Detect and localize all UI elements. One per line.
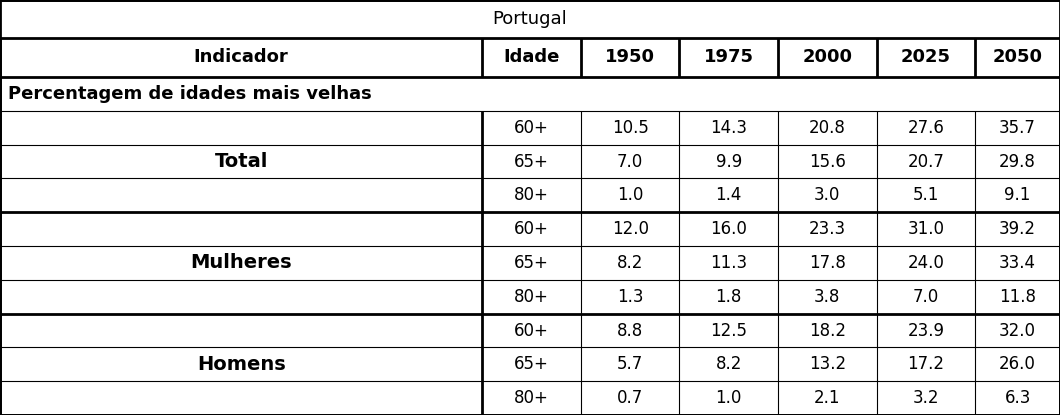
Text: 15.6: 15.6 (809, 153, 846, 171)
Text: 1.0: 1.0 (617, 186, 643, 204)
Text: 20.7: 20.7 (907, 153, 944, 171)
Text: 2000: 2000 (802, 49, 852, 66)
Text: 32.0: 32.0 (1000, 322, 1036, 339)
Text: 27.6: 27.6 (907, 119, 944, 137)
Text: 7.0: 7.0 (617, 153, 643, 171)
Text: 18.2: 18.2 (809, 322, 846, 339)
Text: 0.7: 0.7 (617, 389, 643, 407)
Text: 31.0: 31.0 (907, 220, 944, 238)
Text: 60+: 60+ (514, 220, 549, 238)
Text: 23.9: 23.9 (907, 322, 944, 339)
Text: 1.0: 1.0 (716, 389, 742, 407)
Text: 1975: 1975 (704, 49, 754, 66)
Text: 35.7: 35.7 (1000, 119, 1036, 137)
Text: Homens: Homens (197, 355, 285, 374)
Text: Mulheres: Mulheres (191, 254, 292, 272)
Text: 10.5: 10.5 (612, 119, 649, 137)
Text: 3.0: 3.0 (814, 186, 841, 204)
Text: Portugal: Portugal (493, 10, 567, 28)
Text: 1.8: 1.8 (716, 288, 742, 306)
Text: 8.2: 8.2 (716, 355, 742, 374)
Text: Total: Total (214, 152, 268, 171)
Text: 20.8: 20.8 (809, 119, 846, 137)
Text: 7.0: 7.0 (913, 288, 939, 306)
Text: 5.7: 5.7 (617, 355, 643, 374)
Text: 14.3: 14.3 (710, 119, 747, 137)
Text: 12.0: 12.0 (612, 220, 649, 238)
Text: 80+: 80+ (514, 389, 549, 407)
Text: 39.2: 39.2 (1000, 220, 1036, 238)
Text: 9.1: 9.1 (1005, 186, 1030, 204)
Text: Percentagem de idades mais velhas: Percentagem de idades mais velhas (8, 85, 372, 103)
Text: 9.9: 9.9 (716, 153, 742, 171)
Text: 11.3: 11.3 (710, 254, 747, 272)
Text: 8.8: 8.8 (617, 322, 643, 339)
Text: 33.4: 33.4 (1000, 254, 1036, 272)
Text: 1.4: 1.4 (716, 186, 742, 204)
Text: 17.8: 17.8 (809, 254, 846, 272)
Text: 2050: 2050 (992, 49, 1043, 66)
Text: 23.3: 23.3 (809, 220, 846, 238)
Text: 6.3: 6.3 (1005, 389, 1030, 407)
Text: 16.0: 16.0 (710, 220, 747, 238)
Text: 1.3: 1.3 (617, 288, 643, 306)
Text: 65+: 65+ (514, 153, 549, 171)
Text: 29.8: 29.8 (1000, 153, 1036, 171)
Text: 3.2: 3.2 (913, 389, 939, 407)
Text: 2.1: 2.1 (814, 389, 841, 407)
Text: 80+: 80+ (514, 186, 549, 204)
Text: 3.8: 3.8 (814, 288, 841, 306)
Text: Idade: Idade (504, 49, 560, 66)
Text: 1950: 1950 (605, 49, 655, 66)
Text: 26.0: 26.0 (1000, 355, 1036, 374)
Text: 5.1: 5.1 (913, 186, 939, 204)
Text: 60+: 60+ (514, 322, 549, 339)
Text: 11.8: 11.8 (1000, 288, 1036, 306)
Text: 24.0: 24.0 (907, 254, 944, 272)
Text: 8.2: 8.2 (617, 254, 643, 272)
Text: 12.5: 12.5 (710, 322, 747, 339)
Text: 17.2: 17.2 (907, 355, 944, 374)
Text: 65+: 65+ (514, 355, 549, 374)
Text: 13.2: 13.2 (809, 355, 846, 374)
Text: 60+: 60+ (514, 119, 549, 137)
Text: 2025: 2025 (901, 49, 951, 66)
Text: Indicador: Indicador (194, 49, 288, 66)
Text: 65+: 65+ (514, 254, 549, 272)
Text: 80+: 80+ (514, 288, 549, 306)
